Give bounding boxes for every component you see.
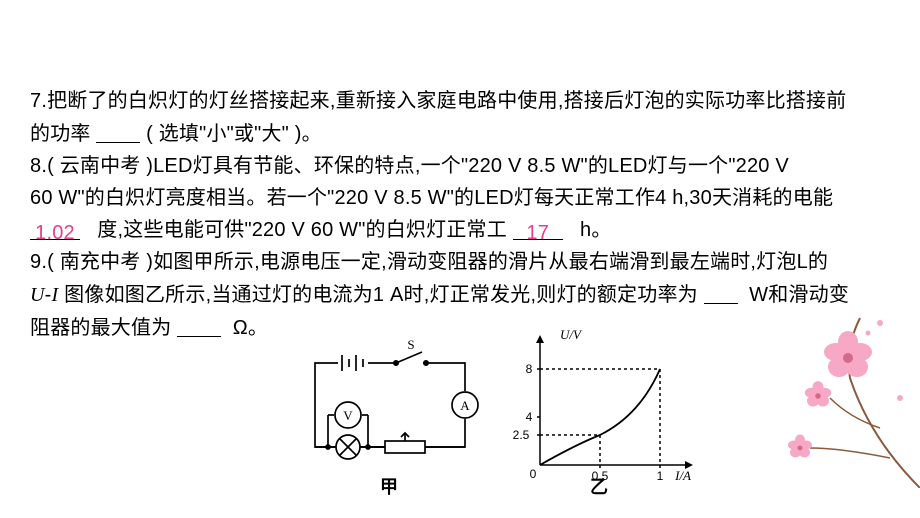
q8-ans2: 17	[526, 222, 549, 244]
ammeter-label: A	[460, 398, 470, 413]
xtick-1: 1	[657, 469, 664, 483]
q9-U: U	[30, 284, 45, 306]
q7-line2b: ( 选填"小"或"大" )。	[146, 123, 322, 145]
ylabel: U/V	[560, 327, 583, 342]
ui-graph: 2.5 4 8 0 0.5 1 U/V I/A	[505, 325, 705, 495]
q9-line2a: 阻器的最大值为	[30, 317, 171, 339]
switch-label: S	[407, 337, 414, 352]
ytick-4: 4	[526, 410, 533, 424]
q8-blank2: 17	[513, 217, 563, 240]
xlabel: I/A	[674, 468, 691, 483]
voltmeter-label: V	[343, 408, 353, 423]
q9-line1b: 图像如图乙所示,当通过灯的电流为1 A时,灯正常发光,则灯的额定功率为	[64, 284, 698, 306]
q9-I: I	[52, 284, 59, 306]
q7-blank	[96, 120, 140, 143]
slide-page: { "q7": { "line1": "7.把断了的白炽灯的灯丝搭接起来,重新接…	[0, 0, 920, 518]
q9-dash: -	[45, 284, 52, 306]
q9-line1a: 9.( 南充中考 )如图甲所示,电源电压一定,滑动变阻器的滑片从最右端滑到最左端…	[30, 251, 828, 273]
caption-yi: 乙	[590, 473, 608, 499]
q8-line2: 60 W"的白炽灯亮度相当。若一个"220 V 8.5 W"的LED灯每天正常工…	[30, 187, 833, 209]
circuit-figure: V A S	[290, 325, 490, 495]
ytick-2p5: 2.5	[513, 428, 530, 442]
q8-blank1: 1.02	[30, 217, 80, 240]
q7-line1: 7.把断了的白炽灯的灯丝搭接起来,重新接入家庭电路中使用,搭接后灯泡的实际功率比…	[30, 90, 846, 112]
flower-decoration	[750, 298, 920, 488]
q9-blank1	[704, 281, 738, 304]
q7-line2a: 的功率	[30, 123, 91, 145]
q8-ans1: 1.02	[35, 222, 75, 244]
q8-line3c: h。	[580, 219, 612, 241]
q8-line3b: 度,这些电能可供"220 V 60 W"的白炽灯正常工	[97, 219, 507, 241]
q9-line2b: Ω。	[233, 317, 268, 339]
caption-jia: 甲	[380, 473, 398, 499]
ytick-8: 8	[526, 362, 533, 376]
q8-line1: 8.( 云南中考 )LED灯具有节能、环保的特点,一个"220 V 8.5 W"…	[30, 155, 789, 177]
origin-0: 0	[530, 467, 537, 481]
figure-row: V A S 甲 2.5 4	[290, 325, 710, 505]
q9-blank2	[177, 314, 221, 337]
